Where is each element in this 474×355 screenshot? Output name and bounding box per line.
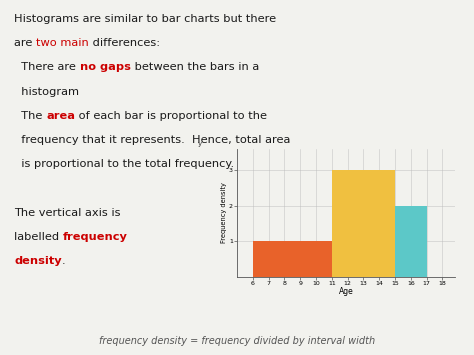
Text: labelled: labelled [14, 232, 63, 242]
Text: The vertical axis is: The vertical axis is [14, 208, 121, 218]
Text: frequency: frequency [63, 232, 128, 242]
Text: between the bars in a: between the bars in a [131, 62, 259, 72]
Text: area: area [46, 111, 75, 121]
Text: There are: There are [14, 62, 80, 72]
Text: frequency that it represents.  Hence, total area: frequency that it represents. Hence, tot… [14, 135, 291, 145]
Text: density: density [14, 256, 62, 266]
Text: no gaps: no gaps [80, 62, 131, 72]
Text: The: The [14, 111, 46, 121]
Text: of each bar is proportional to the: of each bar is proportional to the [75, 111, 267, 121]
Text: Histograms are similar to bar charts but there: Histograms are similar to bar charts but… [14, 14, 276, 24]
Bar [253, 241, 332, 277]
Text: is proportional to the total frequency.: is proportional to the total frequency. [14, 159, 234, 169]
Text: two main: two main [36, 38, 89, 48]
Text: y: y [198, 141, 202, 147]
Y-axis label: Frequency density: Frequency density [221, 182, 228, 244]
Text: are: are [14, 38, 36, 48]
X-axis label: Age: Age [338, 288, 354, 296]
Text: differences:: differences: [89, 38, 160, 48]
Bar [332, 170, 395, 277]
Text: .: . [62, 256, 65, 266]
Text: histogram: histogram [14, 87, 79, 97]
Text: frequency density = frequency divided by interval width: frequency density = frequency divided by… [99, 336, 375, 346]
Bar [395, 206, 427, 277]
